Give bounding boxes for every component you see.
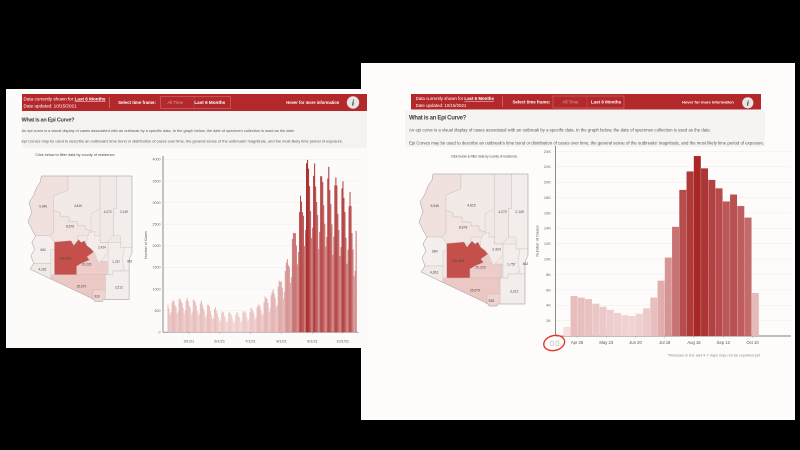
svg-text:Date updated: 10/15/2021: Date updated: 10/15/2021 — [24, 104, 78, 109]
svg-text:16K: 16K — [544, 210, 551, 215]
svg-text:An epi curve is a visual displ: An epi curve is a visual display of case… — [22, 128, 295, 133]
svg-text:6/1/21: 6/1/21 — [214, 340, 225, 344]
svg-text:6K: 6K — [546, 287, 551, 292]
svg-text:186,308: 186,308 — [60, 257, 72, 261]
svg-text:462: 462 — [127, 259, 132, 263]
svg-text:Hover for more information: Hover for more information — [286, 100, 339, 105]
svg-text:684: 684 — [40, 248, 45, 252]
svg-text:Hover for more information: Hover for more information — [682, 100, 734, 105]
svg-text:2,424: 2,424 — [98, 246, 106, 250]
svg-text:9,946: 9,946 — [39, 204, 47, 208]
svg-text:Click below to filter data by: Click below to filter data by county of … — [35, 153, 115, 157]
svg-text:4,272: 4,272 — [498, 210, 507, 214]
svg-text:2,424: 2,424 — [492, 248, 501, 252]
svg-text:Jun 20: Jun 20 — [629, 340, 642, 345]
svg-text:Number of Cases: Number of Cases — [535, 225, 540, 256]
svg-text:1,757: 1,757 — [507, 263, 516, 267]
svg-text:5/1/21: 5/1/21 — [184, 340, 195, 344]
svg-text:Click below to filter data by: Click below to filter data by county of … — [451, 154, 518, 158]
svg-text:20,226: 20,226 — [82, 263, 92, 267]
svg-text:10K: 10K — [544, 257, 551, 262]
svg-text:4,262: 4,262 — [430, 271, 439, 275]
svg-text:25,679: 25,679 — [470, 289, 480, 293]
svg-text:1500: 1500 — [153, 266, 161, 270]
svg-text:4,262: 4,262 — [38, 268, 46, 272]
svg-text:*Illnesses in the last 4-7 day: *Illnesses in the last 4-7 days may not … — [667, 353, 760, 358]
svg-text:8K: 8K — [546, 272, 551, 277]
svg-text:All Time: All Time — [562, 100, 579, 105]
svg-text:An epi curve is a visual displ: An epi curve is a visual display of case… — [409, 128, 711, 133]
svg-text:Epi Curves may be used to desc: Epi Curves may be used to describe an ou… — [22, 138, 344, 143]
svg-text:8,678: 8,678 — [459, 225, 468, 229]
svg-text:i: i — [747, 99, 750, 108]
svg-text:18K: 18K — [544, 195, 551, 200]
svg-text:4,815: 4,815 — [467, 204, 476, 208]
svg-text:1,757: 1,757 — [112, 260, 120, 264]
svg-text:462: 462 — [523, 262, 529, 266]
svg-text:9/1/21: 9/1/21 — [307, 340, 318, 344]
svg-text:Select time frame:: Select time frame: — [118, 100, 156, 105]
svg-text:4000: 4000 — [153, 158, 161, 162]
svg-text:3,212: 3,212 — [510, 289, 519, 293]
svg-text:Select time frame:: Select time frame: — [512, 100, 550, 105]
svg-text:Data currently shown for Last: Data currently shown for Last 6 Months — [24, 96, 106, 101]
svg-text:2K: 2K — [546, 318, 551, 323]
svg-text:Apr 25: Apr 25 — [571, 340, 584, 345]
svg-text:9,946: 9,946 — [431, 204, 440, 208]
svg-text:0: 0 — [159, 331, 161, 335]
svg-text:Epi Curves may be used to desc: Epi Curves may be used to describe an ou… — [409, 141, 764, 146]
svg-text:3500: 3500 — [153, 179, 161, 183]
svg-text:i: i — [352, 98, 355, 108]
svg-text:Oct 10: Oct 10 — [746, 340, 759, 345]
svg-text:4,815: 4,815 — [74, 204, 82, 208]
svg-text:186,308: 186,308 — [452, 259, 464, 263]
svg-text:Number of Cases: Number of Cases — [144, 231, 148, 259]
svg-text:1000: 1000 — [153, 287, 161, 291]
svg-text:Jul 18: Jul 18 — [659, 340, 671, 345]
svg-text:Last 6 Months: Last 6 Months — [194, 100, 225, 105]
svg-text:Aug 15: Aug 15 — [687, 340, 701, 345]
svg-text:Sep 12: Sep 12 — [717, 340, 731, 345]
svg-text:4K: 4K — [546, 303, 551, 308]
svg-text:2,149: 2,149 — [120, 210, 128, 214]
svg-text:10/1/21: 10/1/21 — [336, 340, 349, 344]
svg-text:928: 928 — [94, 294, 99, 298]
svg-text:7/1/21: 7/1/21 — [245, 340, 256, 344]
svg-text:928: 928 — [488, 299, 494, 303]
svg-text:14K: 14K — [544, 226, 551, 231]
svg-text:24K: 24K — [544, 149, 551, 154]
svg-text:What is an Epi Curve?: What is an Epi Curve? — [22, 117, 76, 123]
svg-text:Data currently shown for Last: Data currently shown for Last 6 Months — [416, 96, 495, 101]
svg-text:20,226: 20,226 — [475, 265, 485, 269]
svg-text:8,678: 8,678 — [66, 225, 74, 229]
svg-text:25,679: 25,679 — [77, 285, 87, 289]
svg-text:22K: 22K — [544, 164, 551, 169]
svg-text:Date updated: 10/15/2021: Date updated: 10/15/2021 — [416, 103, 467, 108]
svg-text:Last 6 Months: Last 6 Months — [591, 100, 622, 105]
svg-text:684: 684 — [432, 250, 438, 254]
svg-text:2000: 2000 — [153, 244, 161, 248]
svg-text:500: 500 — [155, 309, 161, 313]
svg-text:4,272: 4,272 — [104, 210, 112, 214]
svg-text:May 23: May 23 — [599, 340, 613, 345]
svg-text:3000: 3000 — [153, 201, 161, 205]
svg-text:2,149: 2,149 — [515, 210, 524, 214]
svg-text:All Time: All Time — [167, 100, 183, 105]
svg-text:20K: 20K — [544, 180, 551, 185]
svg-text:12K: 12K — [544, 241, 551, 246]
svg-text:2500: 2500 — [153, 223, 161, 227]
svg-text:3,212: 3,212 — [115, 285, 123, 289]
svg-text:What is an Epi Curve?: What is an Epi Curve? — [409, 116, 467, 122]
svg-text:8/1/21: 8/1/21 — [276, 340, 287, 344]
